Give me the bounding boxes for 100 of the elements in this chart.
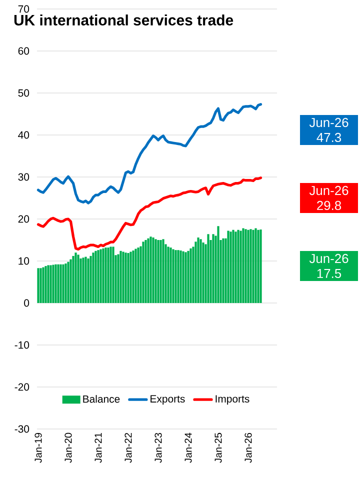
bar bbox=[250, 229, 252, 303]
bar bbox=[137, 248, 140, 303]
bar bbox=[94, 250, 97, 303]
y-tick-label: 20 bbox=[18, 215, 30, 223]
bar bbox=[50, 265, 52, 303]
bar bbox=[190, 248, 192, 303]
bar bbox=[232, 230, 234, 303]
bar bbox=[252, 230, 254, 303]
bar bbox=[227, 230, 230, 303]
bar bbox=[187, 250, 190, 303]
bar bbox=[212, 234, 214, 303]
bar bbox=[60, 264, 62, 303]
bar bbox=[120, 250, 122, 303]
y-tick-label: 70 bbox=[18, 5, 30, 13]
bar bbox=[134, 248, 137, 303]
x-tick-label: Jan-19 bbox=[34, 432, 42, 463]
bar bbox=[44, 266, 47, 303]
bar bbox=[74, 252, 77, 303]
bar bbox=[174, 250, 177, 303]
bar bbox=[104, 248, 107, 303]
bar bbox=[144, 240, 147, 303]
bar bbox=[194, 242, 197, 303]
bar bbox=[222, 238, 224, 303]
bar bbox=[217, 226, 220, 303]
bar bbox=[184, 252, 187, 303]
bar bbox=[154, 239, 157, 303]
bar bbox=[72, 256, 74, 303]
bar bbox=[64, 264, 67, 303]
bar bbox=[167, 246, 170, 303]
bar bbox=[52, 264, 54, 303]
y-tick-label: 60 bbox=[18, 47, 30, 55]
bar bbox=[234, 232, 237, 303]
bar bbox=[242, 228, 244, 303]
bar bbox=[150, 236, 152, 303]
bar bbox=[230, 232, 232, 303]
bar bbox=[157, 240, 160, 303]
y-tick-label: -20 bbox=[14, 383, 30, 391]
bar bbox=[127, 253, 130, 303]
bar bbox=[177, 250, 180, 303]
y-tick-label: -30 bbox=[14, 425, 30, 433]
bar bbox=[97, 250, 100, 303]
bar bbox=[122, 252, 124, 303]
bar bbox=[112, 246, 114, 303]
y-tick-label: 30 bbox=[18, 173, 30, 181]
bar bbox=[40, 268, 42, 303]
bar bbox=[67, 262, 70, 303]
bar bbox=[257, 230, 260, 303]
bar bbox=[254, 228, 257, 303]
chart-title: UK international services trade bbox=[14, 14, 234, 26]
text: Jun-26 47.3 bbox=[309, 118, 348, 142]
bar bbox=[240, 230, 242, 303]
bar bbox=[124, 252, 127, 303]
x-tick-label: Jan-24 bbox=[184, 432, 192, 463]
bar bbox=[180, 250, 182, 303]
bar bbox=[260, 229, 262, 303]
bar bbox=[62, 264, 64, 303]
bar bbox=[100, 249, 102, 303]
x-tick-label: Jan-26 bbox=[244, 432, 252, 463]
bar bbox=[162, 239, 164, 303]
bar bbox=[102, 248, 104, 303]
text: Jun-26 17.5 bbox=[309, 254, 348, 278]
bar bbox=[197, 237, 200, 303]
y-tick-label: 40 bbox=[18, 131, 30, 139]
bar bbox=[244, 229, 247, 303]
bar bbox=[92, 252, 94, 303]
bar bbox=[160, 240, 162, 303]
bar bbox=[42, 267, 44, 303]
x-tick-label: Jan-23 bbox=[154, 432, 162, 463]
bar bbox=[170, 248, 172, 303]
bar bbox=[147, 238, 150, 303]
bar bbox=[117, 254, 120, 303]
bar bbox=[142, 242, 144, 303]
bar bbox=[152, 237, 154, 303]
y-tick-label: 50 bbox=[18, 89, 30, 97]
bar bbox=[82, 258, 84, 303]
bar bbox=[54, 264, 57, 303]
legend-label: Balance bbox=[83, 395, 120, 403]
x-tick-label: Jan-25 bbox=[214, 432, 222, 463]
bar bbox=[84, 256, 87, 303]
bar bbox=[207, 234, 210, 303]
bar bbox=[182, 251, 184, 303]
bar bbox=[107, 248, 110, 303]
bar bbox=[172, 249, 174, 303]
y-tick-label: 10 bbox=[18, 257, 30, 265]
bar bbox=[200, 239, 202, 303]
y-tick-label: -10 bbox=[14, 341, 30, 349]
bar bbox=[237, 230, 240, 303]
legend-label: Imports bbox=[216, 395, 250, 405]
bar bbox=[87, 258, 90, 303]
legend-label: Exports bbox=[150, 395, 185, 405]
bar bbox=[47, 265, 50, 303]
bar bbox=[80, 258, 82, 303]
text: Jun-26 29.8 bbox=[309, 186, 348, 210]
bar bbox=[130, 252, 132, 303]
bar bbox=[37, 268, 40, 303]
bar bbox=[110, 246, 112, 303]
x-tick-label: Jan-20 bbox=[64, 432, 72, 463]
bar bbox=[247, 230, 250, 303]
bar bbox=[77, 254, 80, 303]
bar bbox=[90, 256, 92, 303]
